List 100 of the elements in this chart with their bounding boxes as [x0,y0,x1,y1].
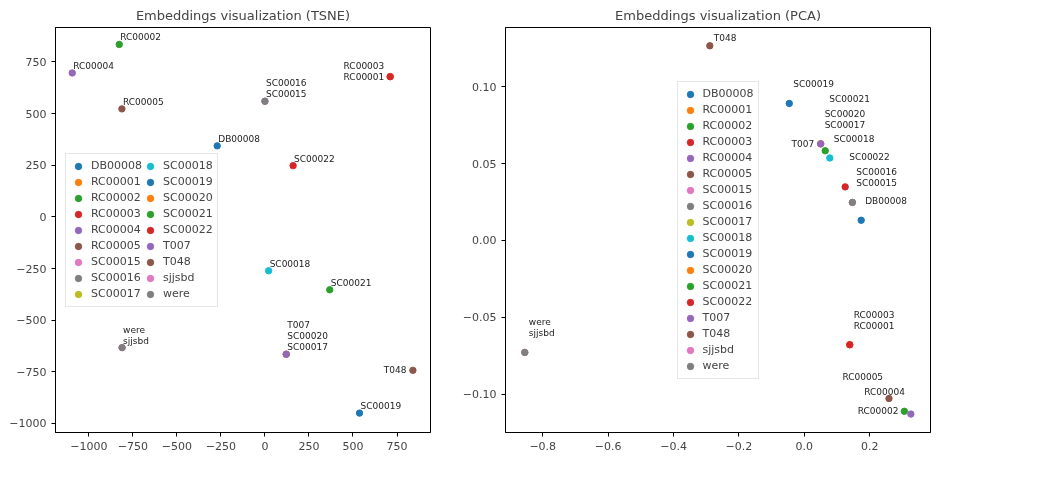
point [409,366,417,375]
legend-label: RC00002 [91,190,141,205]
text: SC00022 [294,153,335,164]
text: T007 [287,320,310,331]
x-tick-label: 0.2 [860,439,879,453]
legend-label: RC00002 [702,118,753,133]
text: RC00001 [853,320,895,331]
legend-label: RC00001 [91,174,141,189]
text: SC00020 [824,108,866,119]
legend-label: SC00017 [91,286,141,301]
x-tick-label: −0.6 [594,439,622,453]
x-tick-label: 250 [298,439,320,453]
point [264,267,273,275]
text: T048 [383,365,407,376]
text: SC00015 [265,89,307,100]
legend-label: SC00020 [702,262,753,277]
point [213,142,221,150]
text: T048 [713,32,737,43]
legend-label: T048 [702,326,731,341]
y-tick-label: 0.05 [472,157,497,171]
legend-label: sjjsbd [702,342,735,357]
legend-label: T007 [163,238,191,253]
y-tick-label: −1000 [9,417,47,431]
text: SC00017 [287,342,328,353]
legend-label: were [702,358,730,373]
legend-label: SC00019 [163,174,213,189]
legend-label: RC00003 [91,206,141,221]
text: RC00002 [120,32,161,43]
legend-label: SC00022 [702,294,753,309]
legend-label: SC00018 [163,158,213,173]
legend-label: SC00018 [702,230,753,245]
x-tick-label: −1000 [70,439,108,453]
point [326,286,334,294]
y-tick-label: −500 [16,314,47,328]
text: SC00016 [856,167,898,178]
point [821,147,829,155]
legend-label: T048 [163,254,191,269]
x-tick-label: −0.8 [529,439,557,453]
legend-label: SC00019 [702,246,753,261]
y-tick-label: −250 [16,262,47,276]
text: sjjsbd [123,335,149,346]
y-tick-label: 750 [25,55,47,69]
text: SC00016 [265,78,307,89]
text: RC00003 [343,60,385,71]
text: SC00019 [360,401,402,412]
text: RC00001 [343,71,385,82]
legend-label: SC00022 [163,222,213,237]
text: SC00021 [829,93,870,104]
y-tick-label: 0.00 [472,234,497,248]
x-tick-label: 750 [386,439,408,453]
legend-label: SC00021 [163,206,213,221]
text: SC00021 [330,277,372,288]
x-tick-label: −0.2 [725,439,753,453]
legend-label: sjjsbd [163,270,195,285]
point [706,42,714,50]
legend-label: SC00021 [702,278,753,293]
point [115,40,123,49]
legend-label: DB00008 [91,158,143,173]
text: DB00008 [865,196,907,207]
legend-label: T007 [702,310,731,325]
legend-label: SC00015 [91,254,141,269]
point [857,216,865,224]
y-tick-label: 500 [25,107,47,121]
x-tick-label: −750 [117,439,148,453]
x-tick-label: −500 [161,439,192,453]
text: SC00018 [833,133,875,144]
text: RC00002 [857,406,899,417]
legend-label: DB00008 [702,86,754,101]
point [289,161,297,170]
legend-label: RC00004 [91,222,141,237]
chart-title: Embeddings visualization (PCA) [615,7,821,23]
y-tick-label: −0.10 [462,388,497,402]
x-tick-label: −0.4 [660,439,687,453]
text: sjjsbd [528,328,555,339]
legend-label: RC00001 [702,102,753,117]
chart-title: Embeddings visualization (TSNE) [135,7,351,23]
text: were [528,317,551,328]
text: SC00018 [269,258,311,269]
text: RC00004 [73,60,114,71]
y-tick-label: 0.10 [472,80,497,94]
legend-label: SC00016 [702,198,753,213]
x-tick-label: −250 [205,439,237,453]
x-tick-label: 0.0 [795,439,814,453]
text: were [123,324,146,335]
x-tick-label: 0 [261,439,269,453]
legend-label: RC00003 [702,134,753,149]
legend-label: RC00005 [702,166,753,181]
text: T007 [791,138,815,149]
point [785,99,793,108]
point [118,105,126,113]
y-tick-label: −0.05 [462,311,497,325]
point [68,69,76,77]
y-tick-label: 250 [25,159,47,173]
x-tick-label: 500 [342,439,364,453]
point [826,154,834,162]
text: SC00022 [849,151,890,162]
legend-label: SC00015 [702,182,753,197]
text: SC00020 [287,331,328,342]
y-tick-label: 0 [39,210,47,224]
point [907,410,915,418]
